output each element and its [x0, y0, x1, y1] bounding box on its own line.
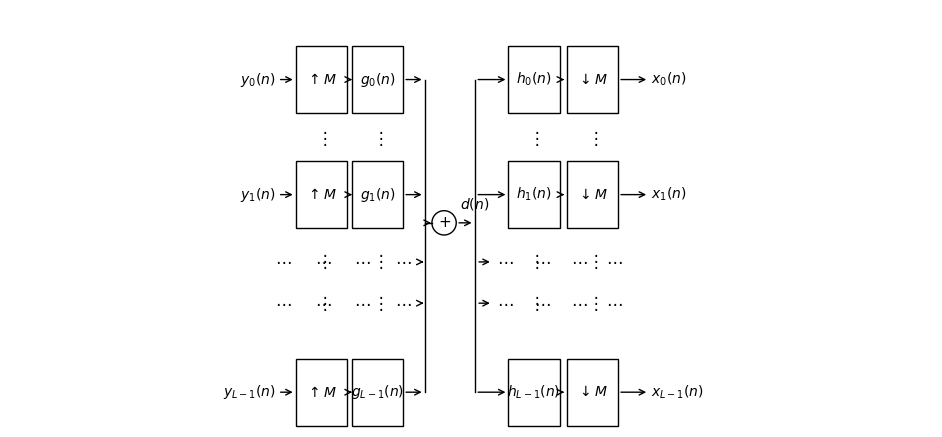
Text: $\cdots$: $\cdots$ [497, 295, 514, 312]
Text: $\downarrow M$: $\downarrow M$ [577, 385, 608, 399]
Bar [509, 161, 560, 228]
Text: $\vdots$: $\vdots$ [528, 128, 540, 148]
Text: $\vdots$: $\vdots$ [372, 253, 383, 271]
Bar [567, 358, 618, 426]
Text: $\vdots$: $\vdots$ [587, 253, 598, 271]
Text: $y_{L-1}(n)$: $y_{L-1}(n)$ [222, 383, 276, 401]
Text: $\cdots$: $\cdots$ [315, 253, 332, 271]
Bar [352, 46, 403, 113]
Text: $\uparrow M$: $\uparrow M$ [306, 385, 336, 400]
Bar [567, 46, 618, 113]
Text: $g_0(n)$: $g_0(n)$ [360, 70, 396, 89]
Text: $\cdots$: $\cdots$ [534, 253, 551, 271]
Text: $\vdots$: $\vdots$ [316, 128, 327, 148]
Text: $\cdots$: $\cdots$ [534, 295, 551, 312]
Text: $h_{L-1}(n)$: $h_{L-1}(n)$ [508, 384, 560, 401]
Text: $\vdots$: $\vdots$ [372, 294, 383, 312]
Text: $\downarrow M$: $\downarrow M$ [577, 73, 608, 87]
Text: $\cdots$: $\cdots$ [396, 295, 412, 312]
Text: $\cdots$: $\cdots$ [571, 295, 588, 312]
Text: $\cdots$: $\cdots$ [354, 295, 371, 312]
Text: $\vdots$: $\vdots$ [528, 253, 540, 271]
Text: $\cdots$: $\cdots$ [275, 253, 292, 271]
Text: $\vdots$: $\vdots$ [528, 294, 540, 312]
Text: $\vdots$: $\vdots$ [587, 294, 598, 312]
Text: $x_0(n)$: $x_0(n)$ [651, 71, 687, 88]
Bar [296, 161, 347, 228]
Bar [296, 358, 347, 426]
Text: $g_1(n)$: $g_1(n)$ [360, 186, 396, 204]
Bar [352, 358, 403, 426]
Bar [352, 161, 403, 228]
Text: $x_{L-1}(n)$: $x_{L-1}(n)$ [651, 384, 704, 401]
Text: $\cdots$: $\cdots$ [606, 295, 623, 312]
Bar [567, 161, 618, 228]
Text: $\vdots$: $\vdots$ [587, 128, 598, 148]
Text: $\uparrow M$: $\uparrow M$ [306, 72, 336, 87]
Text: $\cdots$: $\cdots$ [497, 253, 514, 271]
Text: $\cdots$: $\cdots$ [354, 253, 371, 271]
Bar [509, 358, 560, 426]
Text: $h_1(n)$: $h_1(n)$ [516, 186, 552, 203]
Text: $g_{L-1}(n)$: $g_{L-1}(n)$ [351, 383, 404, 401]
Text: $\vdots$: $\vdots$ [372, 128, 383, 148]
Text: $x_1(n)$: $x_1(n)$ [651, 186, 687, 203]
Text: $\downarrow M$: $\downarrow M$ [577, 187, 608, 201]
Text: $\cdots$: $\cdots$ [275, 295, 292, 312]
Text: $y_1(n)$: $y_1(n)$ [240, 186, 276, 204]
Text: $\uparrow M$: $\uparrow M$ [306, 187, 336, 202]
Text: $d(n)$: $d(n)$ [460, 196, 489, 212]
Text: $\cdots$: $\cdots$ [396, 253, 412, 271]
Text: $+$: $+$ [437, 216, 450, 230]
Text: $\vdots$: $\vdots$ [316, 253, 327, 271]
Text: $\cdots$: $\cdots$ [606, 253, 623, 271]
Text: $\cdots$: $\cdots$ [571, 253, 588, 271]
Text: $\vdots$: $\vdots$ [316, 294, 327, 312]
Text: $\cdots$: $\cdots$ [315, 295, 332, 312]
Text: $h_0(n)$: $h_0(n)$ [516, 71, 552, 88]
Bar [509, 46, 560, 113]
Bar [296, 46, 347, 113]
Text: $y_0(n)$: $y_0(n)$ [240, 70, 276, 89]
